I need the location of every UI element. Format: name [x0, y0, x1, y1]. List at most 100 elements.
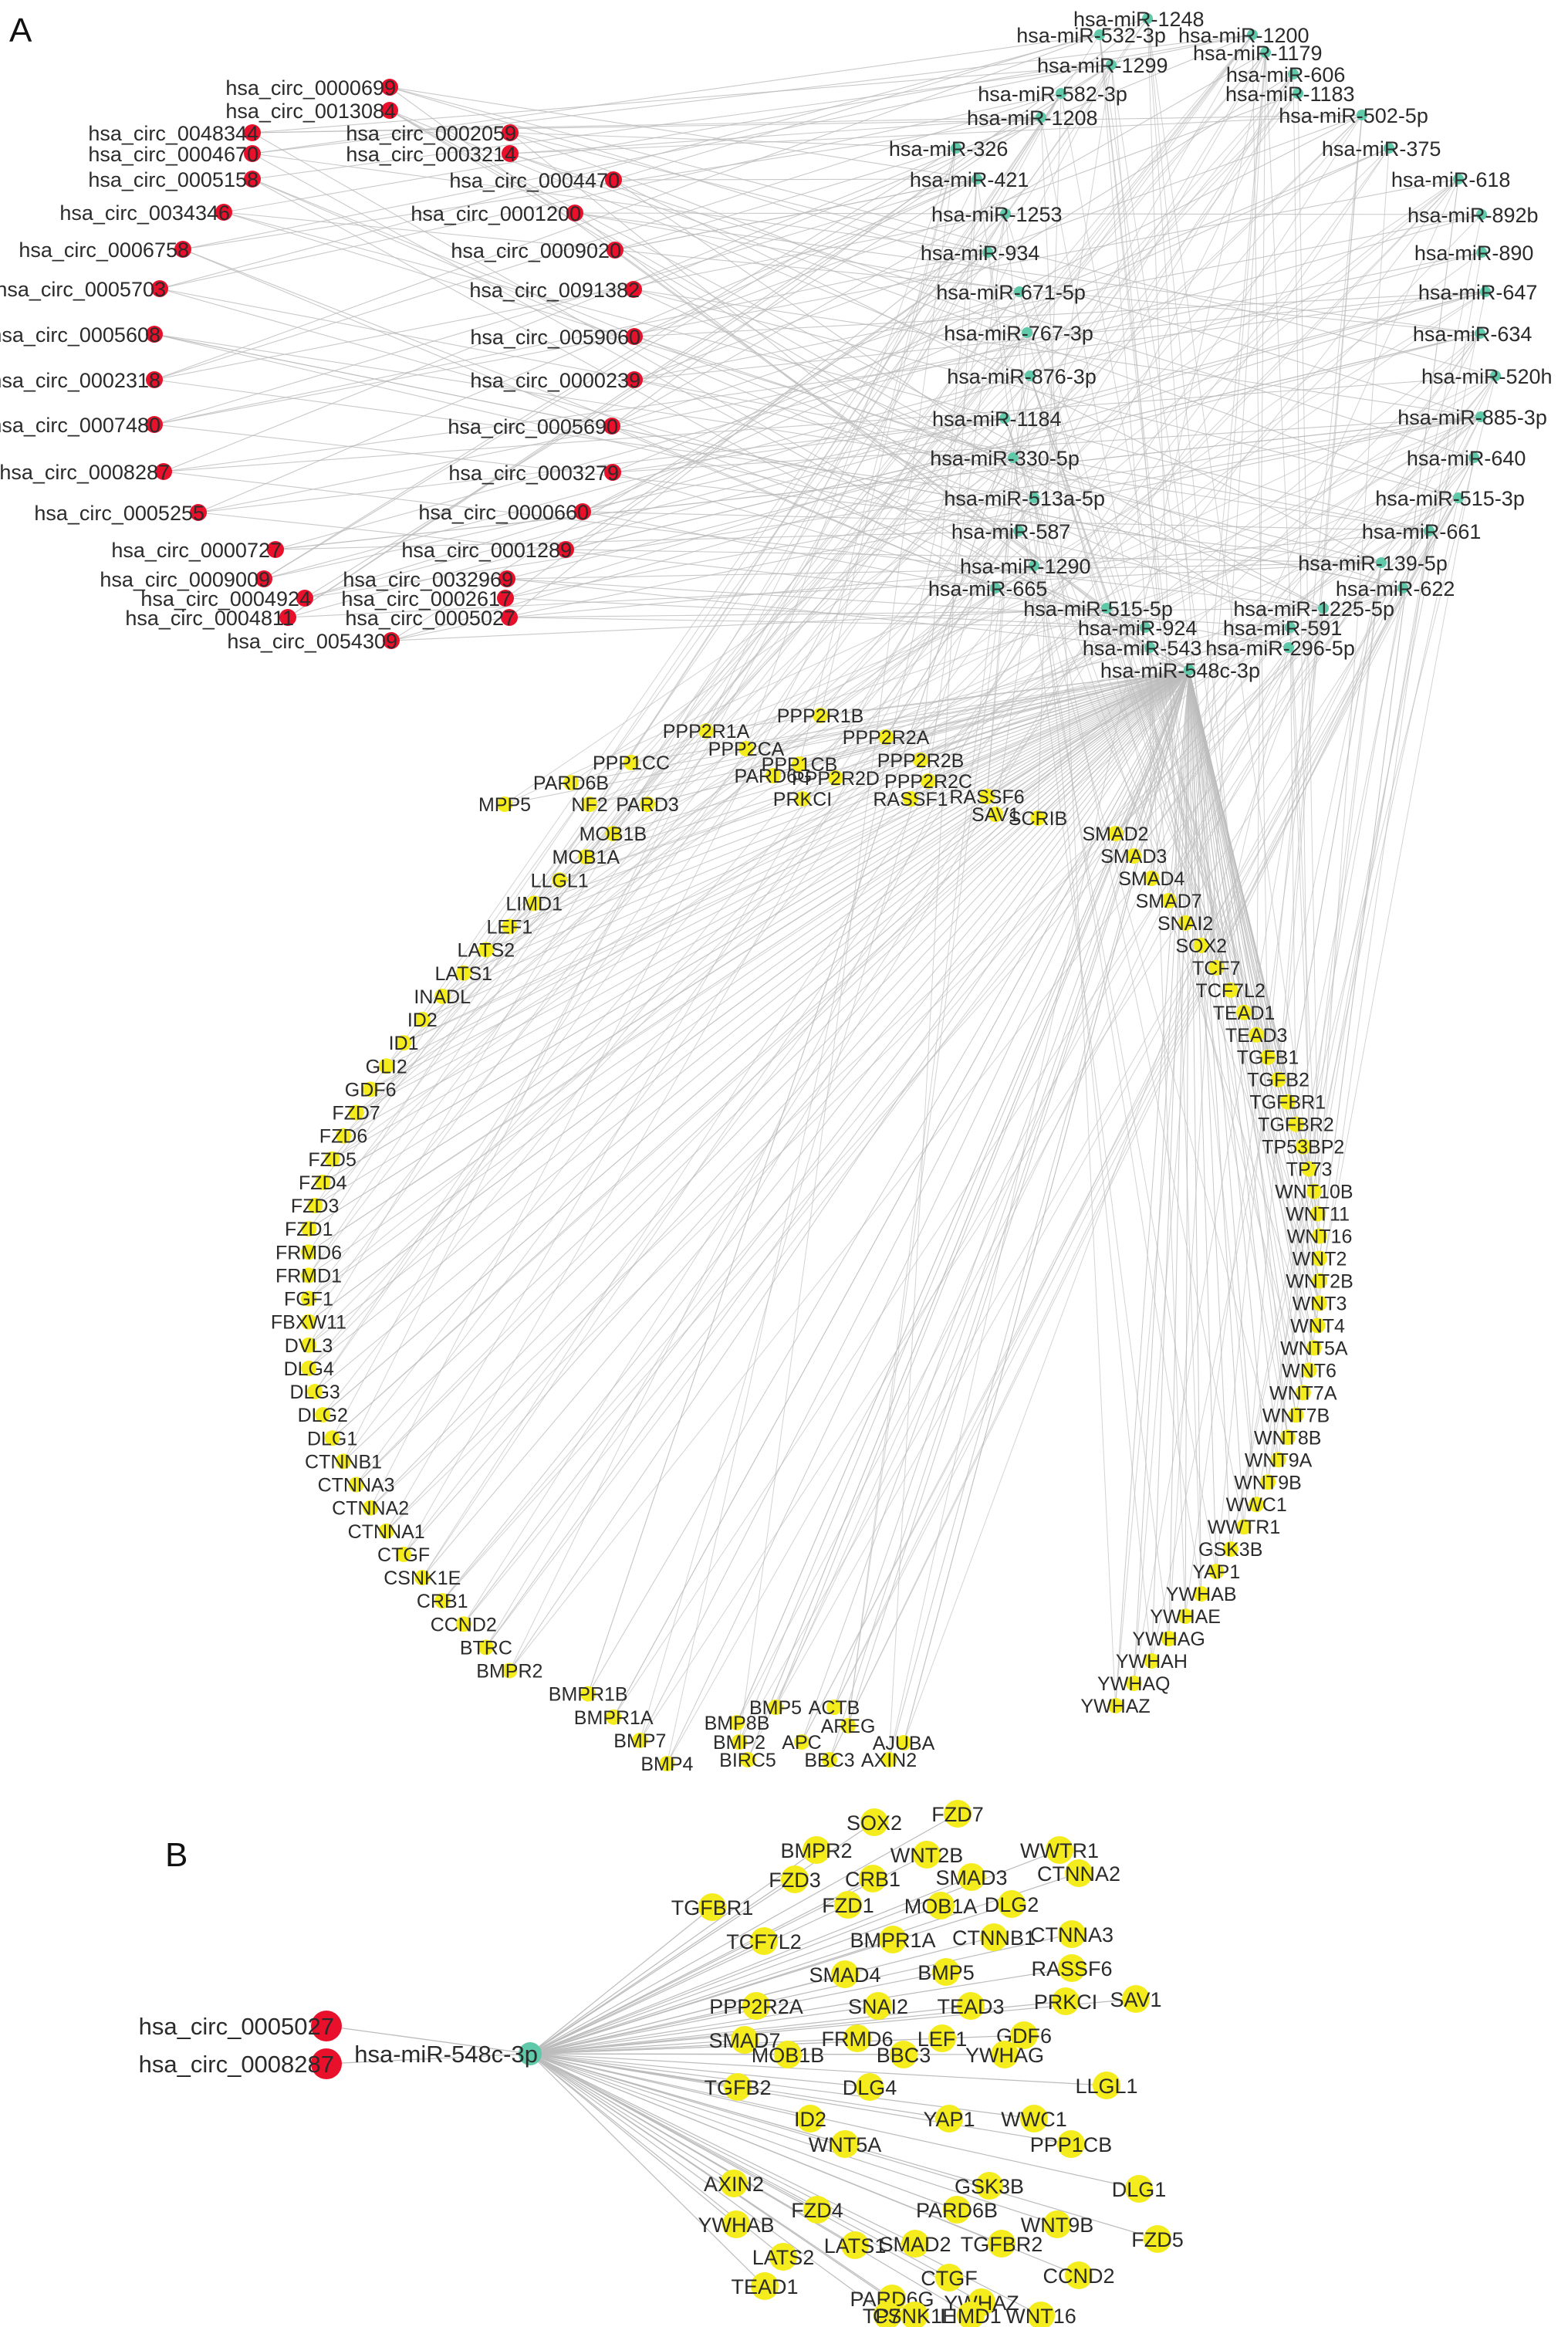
mirna-gene-edge — [1188, 669, 1269, 1483]
mirna-gene-edge — [332, 52, 1266, 1160]
gene-marker — [803, 1836, 830, 1864]
gene-label: CTNNA2 — [332, 1498, 409, 1520]
circ-mirna-edge — [154, 333, 1324, 609]
gene-label: BBC3 — [877, 2044, 931, 2067]
circ-mirna-edge — [182, 34, 1253, 250]
mirna-marker — [1384, 143, 1394, 154]
mirna-gene-edge — [1060, 93, 1304, 1393]
gene-node-ppp2ca: PPP2CA — [708, 739, 785, 760]
gene-marker — [1301, 1161, 1317, 1177]
mirna-gene-edge — [885, 73, 1294, 738]
gene-marker — [698, 723, 714, 739]
gene-marker — [874, 2302, 901, 2327]
mirna-marker — [972, 174, 982, 184]
mirna-marker — [1376, 557, 1387, 568]
mirna-gene-edge — [775, 669, 1190, 1708]
gene-label: GSK3B — [1198, 1539, 1262, 1561]
gene-marker — [414, 1012, 431, 1027]
gene-marker — [1125, 2175, 1153, 2203]
gene-node-fzd7: FZD7 — [931, 1800, 984, 1828]
gene-marker — [363, 1500, 379, 1516]
circrna-marker — [311, 2011, 342, 2041]
gene-node-ppp2r2a: PPP2R2A — [843, 727, 930, 749]
gene-marker — [1312, 1273, 1327, 1289]
mirna-gene-edge — [370, 669, 1190, 1508]
mirna-gene-edge — [1188, 669, 1202, 1595]
mirna-gene-edge — [1267, 562, 1382, 1483]
mirna-gene-edge — [1033, 497, 1245, 1527]
gene-marker — [606, 1709, 622, 1725]
gene-node-tgfbr2: TGFBR2 — [1258, 1114, 1334, 1136]
gene-label: RASSF6 — [949, 786, 1024, 808]
gene-label: WNT7B — [1262, 1405, 1330, 1426]
gene-label: TGFBR1 — [1249, 1092, 1326, 1114]
gene-node-ywhaz: YWHAZ — [1080, 1696, 1150, 1717]
gene-label: YWHAH — [1116, 1651, 1188, 1673]
mirna-gene-edge — [441, 375, 1496, 1602]
gene-marker — [742, 1992, 770, 2020]
circrna-marker — [383, 632, 400, 649]
gene-marker — [901, 2302, 928, 2327]
network-nodes: hsa_circ_0000699hsa_circ_0013084hsa_circ… — [0, 8, 1553, 2327]
mirna-marker — [1357, 110, 1367, 120]
gene-node-wnt6: WNT6 — [1282, 1360, 1337, 1382]
gene-node-tead1: TEAD1 — [1213, 1003, 1276, 1024]
circ-mirna-edge — [389, 86, 1482, 418]
gene-node-fzd5: FZD5 — [308, 1149, 357, 1171]
mirna-gene-edge — [323, 669, 1190, 1183]
gene-node-smad7: SMAD7 — [708, 2026, 781, 2054]
gene-label: PPP2R1A — [663, 721, 750, 742]
circ-mirna-edge — [275, 416, 1482, 550]
mirna-gene-edge — [485, 607, 1107, 1648]
gene-marker — [1010, 2021, 1038, 2049]
gene-label: CTNNB1 — [952, 1926, 1036, 1950]
mirna-label: hsa-miR-515-3p — [1375, 487, 1525, 510]
circrna-node-hsa-circ-0003279: hsa_circ_0003279 — [448, 462, 621, 485]
gene-marker — [991, 2041, 1019, 2068]
circ-mirna-edge — [509, 114, 1363, 154]
gene-label: APC — [782, 1732, 821, 1754]
mirna-gene-edge — [386, 34, 1253, 1532]
mirna-label: hsa-miR-330-5p — [930, 447, 1080, 470]
gene-marker — [1030, 810, 1046, 826]
gene-marker — [1161, 1631, 1177, 1647]
circrna-node-hsa-circ-0054309: hsa_circ_0054309 — [227, 630, 400, 653]
gene-marker — [1107, 826, 1124, 841]
gene-node-ccnd2: CCND2 — [431, 1614, 497, 1635]
circrna-label: hsa_circ_0091382 — [469, 279, 640, 302]
mirna-marker — [990, 583, 1001, 594]
gene-marker — [455, 965, 471, 981]
circrna-marker — [626, 371, 643, 388]
gene-node-tgfbr1: TGFBR1 — [671, 1893, 753, 1921]
gene-node-yap1: YAP1 — [1192, 1561, 1240, 1583]
mirna-node-hsa-mir-634: hsa-miR-634 — [1413, 323, 1533, 346]
gene-label: DVL3 — [285, 1335, 333, 1357]
circrna-label: hsa_circ_0005608 — [0, 323, 161, 347]
circrna-node-hsa-circ-0034346: hsa_circ_0034346 — [59, 201, 232, 225]
circrna-node-hsa-circ-0004811: hsa_circ_0004811 — [125, 607, 296, 630]
circ-mirna-edge — [326, 2053, 531, 2065]
mirna-gene-edge — [509, 73, 1294, 1671]
mirna-node-hsa-mir-520h: hsa-miR-520h — [1421, 365, 1553, 388]
circrna-label: hsa_circ_0059060 — [470, 326, 640, 349]
gene-marker — [813, 708, 828, 723]
gene-marker — [831, 1960, 859, 1988]
gene-marker — [1052, 1987, 1080, 2015]
circ-mirna-edge — [390, 607, 1107, 641]
gene-label: PRKCI — [773, 789, 832, 810]
gene-label: WNT4 — [1290, 1315, 1345, 1337]
circrna-marker — [146, 371, 163, 388]
gene-marker — [913, 1841, 941, 1869]
circ-mirna-edge — [509, 153, 1475, 458]
mirna-gene-edge — [370, 416, 1482, 1090]
gene-node-frmd6: FRMD6 — [822, 2024, 894, 2052]
gene-node-scrib: SCRIB — [1009, 808, 1067, 830]
gene-node-bmpr1a: BMPR1A — [574, 1707, 654, 1729]
gene-node-gsk3b: GSK3B — [955, 2172, 1024, 2200]
mirna-gene-edge — [1019, 291, 1279, 1080]
circ-mirna-edge — [223, 34, 1253, 213]
gene-marker — [750, 1927, 778, 1955]
gene-marker — [1222, 1541, 1239, 1558]
circrna-label: hsa_circ_0002318 — [0, 369, 161, 392]
circ-mirna-edge — [159, 288, 1019, 532]
